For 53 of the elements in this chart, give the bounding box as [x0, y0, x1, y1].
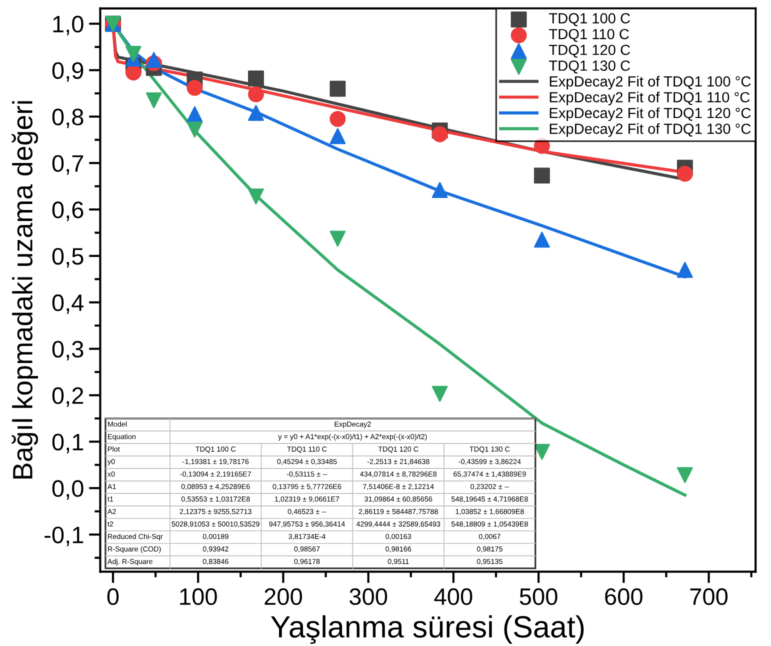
y-axis-title: Bağıl kopmadaki uzama değeri [12, 101, 38, 478]
point [432, 126, 448, 142]
y-tick-label: 1,0 [53, 16, 84, 36]
point [146, 52, 162, 68]
point [248, 188, 264, 204]
point [330, 80, 346, 97]
point [676, 262, 693, 278]
point [248, 70, 264, 86]
point [676, 467, 693, 484]
x-tick-label: 200 [264, 588, 302, 606]
point [125, 46, 142, 62]
legend-label: ExpDecay2 Fit of TDQ1 130 °C [550, 123, 751, 137]
y-tick-label: 0,7 [52, 155, 84, 175]
x-tick-label: 100 [180, 588, 217, 606]
y-tick-label: 0,3 [52, 340, 84, 360]
legend-label: ExpDecay2 Fit of TDQ1 100 °C [550, 76, 751, 90]
y-tick-label: 0,5 [52, 248, 84, 268]
point [330, 128, 346, 144]
point [248, 86, 264, 102]
legend-label: TDQ1 130 C [549, 60, 630, 74]
legend-label: ExpDecay2 Fit of TDQ1 120 °C [550, 107, 751, 122]
legend-label: TDQ1 110 C [549, 28, 629, 42]
x-tick-label: 400 [434, 588, 472, 606]
x-tick-label: 700 [690, 588, 728, 606]
y-tick-label: -0,1 [44, 526, 84, 546]
x-tick-label: 300 [350, 588, 388, 606]
point [125, 64, 142, 80]
point [534, 168, 550, 184]
y-tick-label: 0,2 [52, 387, 84, 407]
x-tick-label: 0 [107, 588, 119, 606]
point [146, 92, 162, 108]
legend-label: TDQ1 100 C [549, 13, 630, 26]
y-tick-label: 0,4 [52, 294, 84, 314]
point [330, 230, 346, 247]
y-tick-label: 0,9 [52, 62, 84, 82]
y-tick-label: 0,8 [52, 108, 84, 128]
x-tick-label: 500 [520, 588, 558, 606]
point [432, 182, 448, 198]
x-axis-title: Yaşlanma süresi (Saat) [270, 615, 584, 644]
y-tick-label: 0,1 [52, 434, 84, 454]
point [534, 232, 550, 248]
y-tick-label: 0,0 [52, 480, 84, 500]
point [432, 386, 448, 402]
y-tick-label: 0,6 [52, 202, 84, 222]
legend-label: TDQ1 120 C [549, 44, 630, 58]
point [676, 166, 693, 182]
point [186, 122, 203, 138]
legend-label: ExpDecay2 Fit of TDQ1 110 °C [550, 92, 750, 106]
point [186, 80, 203, 96]
x-tick-label: 600 [605, 588, 642, 606]
point [186, 106, 203, 122]
point [248, 104, 264, 121]
point [330, 110, 346, 127]
